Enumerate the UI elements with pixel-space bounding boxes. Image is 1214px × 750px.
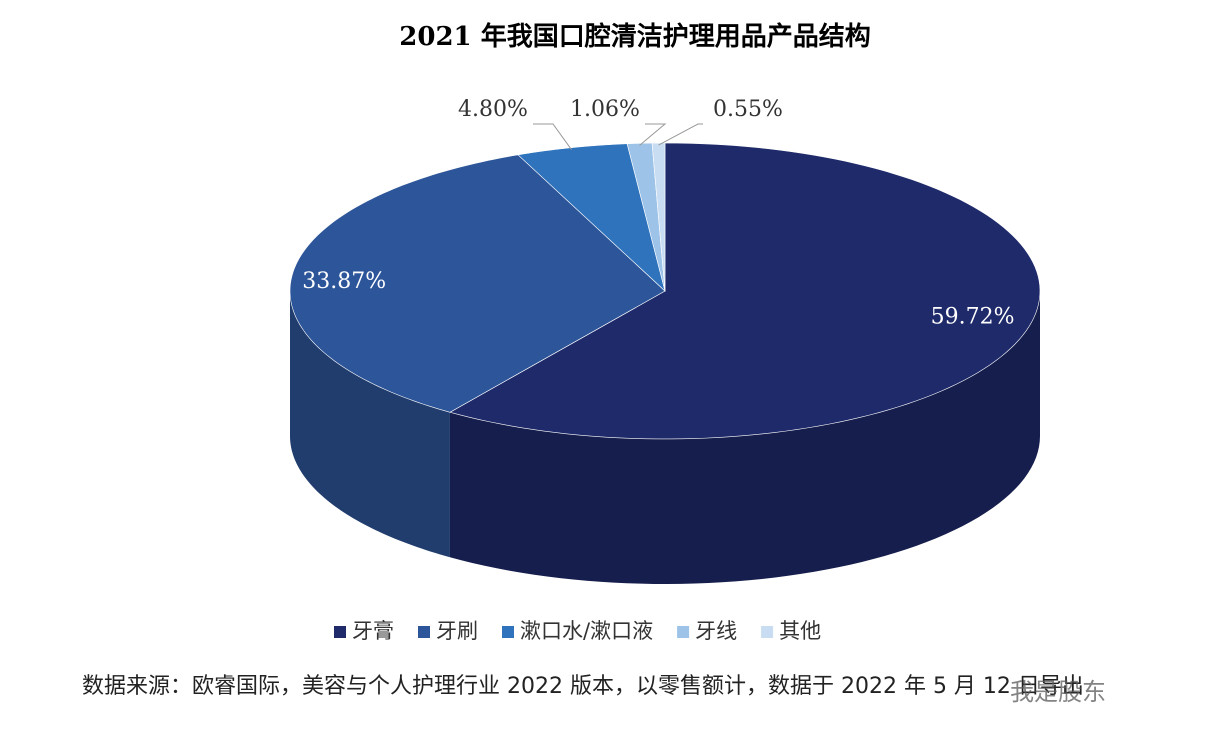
leader-line (658, 123, 703, 146)
source-note: 数据来源：欧睿国际，美容与个人护理行业 2022 版本，以零售额计，数据于 20… (82, 674, 1084, 699)
data-label: 33.87% (302, 269, 386, 294)
legend-swatch (502, 626, 514, 638)
data-label: 1.06% (570, 97, 640, 122)
legend-swatch (761, 626, 774, 638)
pie-slice (626, 142, 666, 292)
legend-swatch (418, 626, 430, 638)
leader-line (533, 123, 572, 150)
legend-swatch (334, 626, 346, 638)
legend-label: 牙线 (695, 619, 737, 643)
legend-swatch (677, 626, 690, 638)
legend-label: 漱口水/漱口液 (520, 619, 653, 643)
pie-side (449, 291, 1040, 584)
data-label: 0.55% (713, 97, 783, 122)
watermark: 我是股东 (1010, 678, 1106, 706)
pie-slice (449, 142, 1041, 440)
pie-slice (289, 154, 666, 413)
legend-label: 牙刷 (436, 619, 478, 643)
leader-line (639, 123, 667, 146)
data-label: 4.80% (458, 97, 528, 122)
chart-title: 2021 年我国口腔清洁护理用品产品结构 (399, 21, 870, 52)
pie-slice (517, 143, 666, 292)
legend-label: 其他 (779, 619, 821, 643)
data-label: 59.72% (931, 305, 1015, 330)
legend-label: 牙膏 (352, 619, 394, 643)
